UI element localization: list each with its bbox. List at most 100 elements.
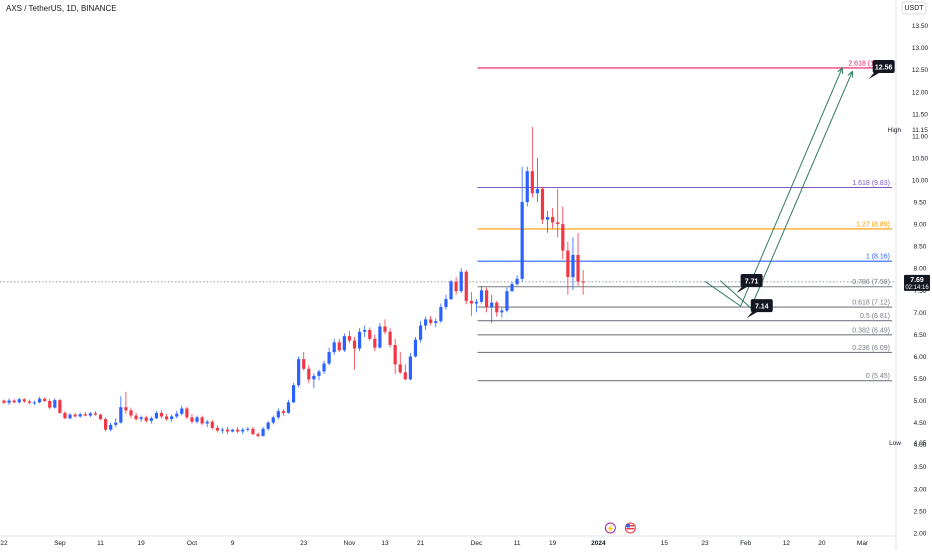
callout-pointer bbox=[868, 72, 881, 80]
callout-box bbox=[750, 299, 773, 313]
candle-body bbox=[291, 385, 296, 403]
x-tick-label: 21 bbox=[417, 540, 425, 547]
candle-body bbox=[490, 302, 494, 308]
x-tick-label: 22 bbox=[0, 540, 8, 547]
candle-body bbox=[378, 326, 382, 348]
candle-body bbox=[352, 340, 357, 349]
candle-body bbox=[134, 415, 138, 420]
callout-label: 12.56 bbox=[875, 65, 893, 72]
candle-body bbox=[175, 413, 179, 417]
candle-body bbox=[479, 290, 484, 302]
candle-body bbox=[185, 408, 189, 418]
x-tick-label: Nov bbox=[344, 540, 356, 547]
us-flag-stripe bbox=[626, 528, 635, 530]
x-tick-label: 9 bbox=[231, 540, 235, 547]
candle-body bbox=[210, 421, 214, 428]
candle-body bbox=[261, 428, 265, 436]
candle-body bbox=[342, 336, 346, 351]
candle-body bbox=[449, 281, 453, 300]
candle-body bbox=[358, 331, 362, 349]
candle-body bbox=[12, 400, 16, 403]
candle-body bbox=[322, 363, 326, 372]
fib-level-label: 0.786 (7.58) bbox=[852, 279, 890, 286]
candle-body bbox=[286, 402, 291, 413]
candle-body bbox=[22, 399, 26, 402]
candle-body bbox=[7, 400, 11, 403]
low-marker-label: Low bbox=[889, 440, 901, 447]
x-tick-label: Oct bbox=[187, 540, 197, 547]
candle-body bbox=[454, 281, 458, 292]
candle-body bbox=[98, 414, 103, 420]
candle-body bbox=[424, 319, 428, 326]
fib-level-label: 0.382 (6.49) bbox=[852, 327, 890, 334]
candle-body bbox=[581, 281, 585, 283]
y-tick-label: 8.00 bbox=[914, 266, 927, 273]
y-tick-label: 4.00 bbox=[914, 442, 927, 449]
candle-body bbox=[556, 222, 560, 225]
candle-body bbox=[307, 368, 311, 380]
candle-body bbox=[302, 359, 306, 369]
candle-body bbox=[561, 224, 565, 251]
x-tick-label: 2024 bbox=[591, 540, 606, 547]
callout-pointer bbox=[746, 311, 759, 319]
projection-arrowhead bbox=[847, 70, 854, 78]
candle-body bbox=[236, 429, 240, 432]
high-marker-label: High bbox=[888, 127, 902, 134]
symbol-title: AXS / TetherUS, 1D, BINANCE bbox=[6, 4, 117, 13]
candle-body bbox=[535, 188, 539, 194]
candle-body bbox=[124, 407, 128, 411]
candle-body bbox=[408, 356, 412, 380]
candle-body bbox=[53, 400, 57, 408]
candle-body bbox=[363, 329, 367, 332]
y-tick-label: 9.50 bbox=[914, 200, 927, 207]
candle-body bbox=[48, 401, 52, 408]
candle-body bbox=[469, 300, 473, 304]
fib-level-label: 0.618 (7.12) bbox=[852, 300, 890, 307]
x-tick-label: 23 bbox=[701, 540, 709, 547]
candle-body bbox=[104, 419, 108, 430]
y-tick-label: 9.00 bbox=[914, 222, 927, 229]
x-tick-label: 20 bbox=[818, 540, 826, 547]
y-tick-label: 13.50 bbox=[912, 23, 929, 30]
candle-body bbox=[129, 410, 133, 416]
callout-label: 7.71 bbox=[745, 279, 759, 286]
y-tick-label: 6.50 bbox=[914, 332, 927, 339]
candle-body bbox=[276, 411, 280, 418]
candle-body bbox=[170, 416, 174, 420]
candle-body bbox=[530, 171, 534, 194]
candle-body bbox=[474, 301, 479, 304]
candle-body bbox=[337, 342, 341, 351]
x-tick-label: Mar bbox=[857, 540, 869, 547]
y-tick-label: 10.00 bbox=[912, 177, 929, 184]
candle-body bbox=[149, 418, 153, 421]
candle-body bbox=[205, 421, 209, 424]
y-tick-label: 7.50 bbox=[914, 288, 927, 295]
last-price-tag bbox=[904, 274, 930, 291]
candle-body bbox=[180, 408, 184, 414]
fib-level-label: 0 (5.45) bbox=[866, 373, 890, 380]
us-flag-stripe bbox=[626, 525, 635, 527]
candle-body bbox=[88, 413, 92, 416]
candle-body bbox=[109, 424, 113, 430]
candle-body bbox=[459, 271, 463, 292]
candle-body bbox=[444, 299, 448, 308]
candle-body bbox=[78, 414, 82, 417]
currency-box bbox=[901, 1, 927, 15]
bar-countdown: 02:14:16 bbox=[905, 285, 929, 291]
price-callout: 7.14 bbox=[746, 299, 773, 319]
low-marker-value: 4.05 bbox=[914, 440, 927, 447]
y-tick-label: 10.50 bbox=[912, 155, 929, 162]
candle-body bbox=[368, 329, 372, 339]
candle-body bbox=[139, 417, 143, 420]
us-flag-canton bbox=[626, 524, 630, 528]
candle-body bbox=[200, 417, 204, 424]
y-tick-label: 3.50 bbox=[914, 464, 927, 471]
last-price-value: 7.69 bbox=[910, 277, 924, 284]
candle-body bbox=[485, 290, 489, 308]
candle-body bbox=[58, 400, 62, 413]
candle-body bbox=[429, 319, 433, 323]
y-tick-label: 13.00 bbox=[912, 45, 929, 52]
candle-body bbox=[114, 422, 118, 425]
